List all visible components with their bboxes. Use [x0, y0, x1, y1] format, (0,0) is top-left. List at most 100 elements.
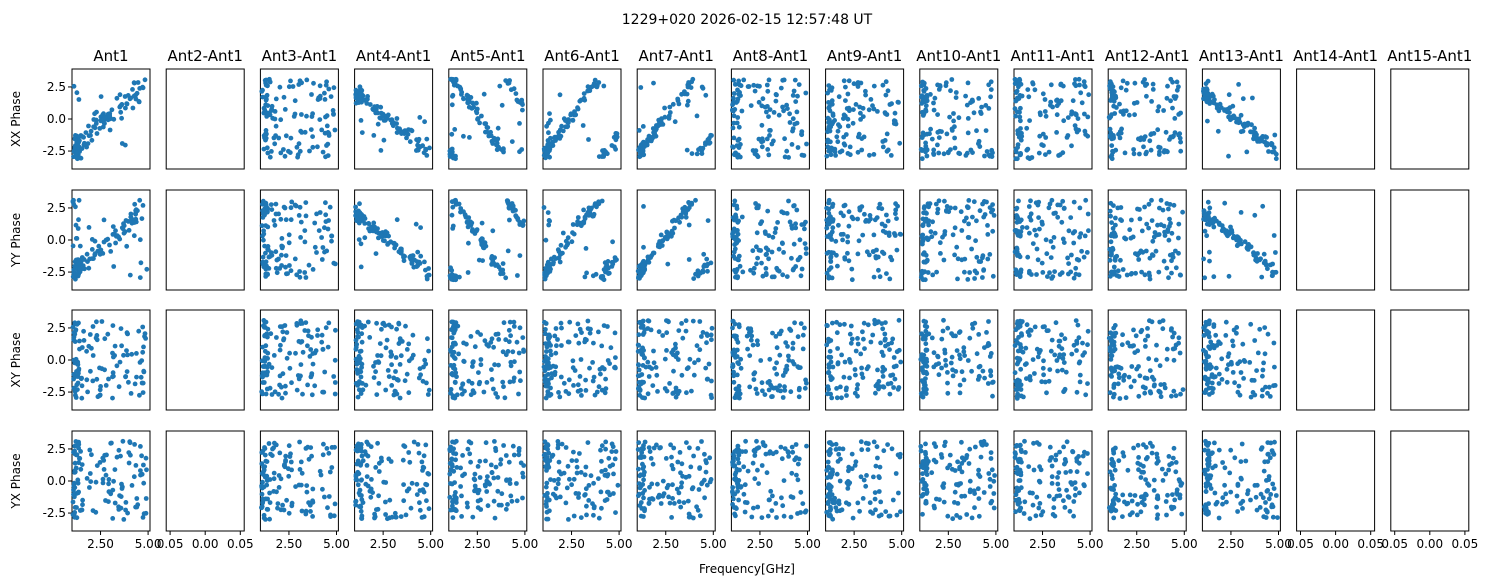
scatter-point: [119, 102, 125, 107]
scatter-point: [969, 246, 974, 252]
scatter-point: [478, 362, 484, 368]
scatter-point: [453, 497, 459, 503]
scatter-point: [561, 380, 567, 386]
scatter-point: [945, 380, 950, 386]
scatter-point: [279, 263, 284, 268]
scatter-point: [793, 99, 799, 104]
scatter-point: [514, 97, 520, 103]
scatter-point: [667, 110, 673, 115]
scatter-point: [470, 364, 475, 369]
scatter-point: [834, 471, 840, 477]
scatter-point: [893, 211, 898, 217]
scatter-point: [288, 268, 294, 274]
scatter-point: [76, 197, 82, 203]
scatter-point: [306, 500, 311, 506]
scatter-point: [735, 96, 741, 102]
scatter-point: [93, 335, 99, 341]
scatter-point: [921, 205, 927, 211]
scatter-point: [491, 344, 496, 350]
scatter-point: [924, 489, 930, 495]
scatter-point: [859, 365, 864, 371]
scatter-point: [486, 480, 491, 486]
scatter-point: [140, 380, 146, 386]
scatter-point: [731, 91, 737, 96]
scatter-point: [881, 448, 887, 454]
scatter-point: [498, 461, 503, 467]
scatter-point: [742, 509, 748, 515]
scatter-point: [502, 395, 508, 401]
scatter-point: [646, 445, 652, 450]
scatter-point: [576, 340, 582, 346]
scatter-point: [109, 107, 115, 113]
scatter-point: [492, 515, 498, 521]
scatter-point: [304, 113, 309, 119]
scatter-point: [402, 444, 408, 449]
scatter-point: [765, 513, 771, 519]
scatter-point: [683, 214, 689, 220]
scatter-point: [317, 83, 323, 89]
scatter-point: [386, 456, 392, 462]
scatter-point: [656, 329, 662, 335]
scatter-point: [788, 514, 794, 520]
scatter-point: [832, 118, 837, 123]
scatter-point: [501, 384, 506, 390]
scatter-point: [448, 507, 454, 513]
scatter-point: [376, 381, 382, 386]
scatter-point: [584, 503, 589, 509]
scatter-point: [386, 233, 391, 239]
scatter-point: [647, 496, 652, 502]
scatter-point: [571, 231, 577, 237]
scatter-point: [263, 203, 269, 209]
scatter-point: [450, 515, 456, 520]
scatter-point: [492, 439, 497, 444]
scatter-point: [755, 255, 760, 261]
scatter-point: [985, 256, 991, 262]
scatter-point: [303, 275, 309, 280]
scatter-point: [782, 384, 787, 390]
scatter-point: [676, 490, 682, 496]
scatter-point: [827, 128, 833, 134]
panel-ant10-ant1-xx-phase: [918, 68, 999, 170]
scatter-point: [734, 372, 740, 378]
scatter-point: [134, 374, 139, 380]
scatter-point: [1079, 100, 1085, 106]
scatter-point: [852, 367, 858, 372]
scatter-point: [79, 395, 85, 401]
scatter-point: [931, 147, 937, 153]
scatter-point: [696, 147, 701, 153]
scatter-point: [873, 390, 878, 396]
scatter-point: [734, 120, 740, 126]
scatter-point: [669, 515, 674, 520]
scatter-point: [461, 359, 467, 364]
scatter-point: [871, 474, 876, 480]
scatter-point: [731, 505, 737, 510]
scatter-point: [447, 494, 453, 500]
scatter-point: [1046, 378, 1052, 384]
scatter-point: [952, 145, 958, 151]
panel-ant2-ant1-xx-phase: [165, 68, 245, 170]
scatter-point: [835, 128, 841, 134]
scatter-point: [306, 456, 312, 462]
scatter-point: [125, 331, 130, 337]
scatter-point: [964, 512, 970, 517]
scatter-point: [636, 466, 641, 472]
scatter-point: [298, 235, 303, 240]
scatter-point: [386, 322, 392, 328]
scatter-point: [708, 332, 714, 338]
scatter-point: [1065, 115, 1071, 120]
scatter-point: [956, 115, 962, 121]
scatter-point: [1013, 509, 1018, 515]
scatter-point: [138, 468, 143, 473]
scatter-point: [767, 356, 773, 362]
scatter-point: [636, 367, 642, 373]
scatter-point: [730, 325, 735, 331]
scatter-point: [862, 211, 867, 217]
scatter-point: [1018, 81, 1024, 87]
scatter-point: [372, 515, 377, 521]
scatter-point: [398, 353, 404, 359]
scatter-point: [830, 320, 835, 326]
scatter-point: [1054, 130, 1059, 135]
scatter-point: [671, 368, 676, 374]
scatter-point: [577, 374, 583, 379]
scatter-point: [383, 387, 389, 393]
